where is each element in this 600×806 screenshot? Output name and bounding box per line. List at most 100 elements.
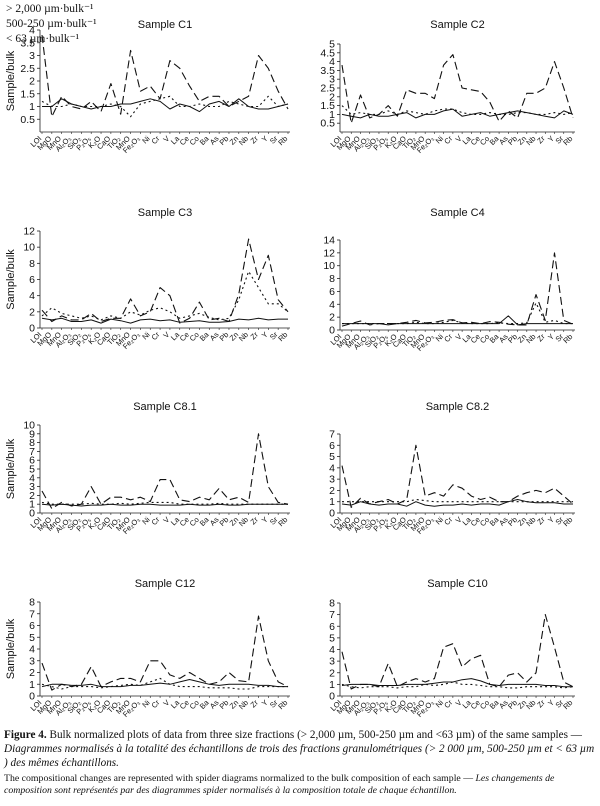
y-tick-label: 14 [323, 235, 335, 247]
x-tick-label: V [454, 134, 464, 144]
legend-item-coarse: > 2,000 µm·bulk⁻¹ [6, 3, 94, 15]
y-tick-label: 3 [29, 50, 35, 62]
chart-panel-4: Sample C402468101214LOIMgOMnOAl₂O₃SiO₂P₂… [323, 207, 575, 353]
chart-title: Sample C3 [138, 207, 192, 219]
y-tick-label: 0 [329, 691, 335, 703]
y-tick-label: 0.5 [320, 118, 335, 130]
series-line-dash [41, 433, 289, 510]
x-tick-label: Rb [561, 332, 574, 345]
x-tick-label: Ni [434, 332, 446, 344]
y-tick-label: 0 [329, 508, 335, 520]
y-tick-label: 4 [29, 25, 35, 37]
x-tick-label: Cr [442, 515, 454, 527]
figure-caption: Figure 4. Bulk normalized plots of data … [4, 728, 596, 797]
y-tick-label: 5 [329, 451, 335, 463]
x-tick-label: Y [260, 330, 270, 340]
series-line-dash [41, 35, 289, 118]
y-tick-label: 2 [29, 306, 35, 318]
x-tick-label: V [454, 698, 464, 708]
series-line-dash [41, 238, 289, 324]
series-line-dash [341, 444, 574, 508]
y-tick-label: 1 [329, 679, 335, 691]
y-tick-label: 3.5 [20, 37, 35, 49]
y-tick-label: 1 [29, 679, 35, 691]
series-line-solid [42, 98, 289, 113]
y-tick-label: 0.5 [20, 114, 35, 126]
y-tick-label: 2 [329, 91, 335, 103]
x-tick-label: Rb [276, 698, 289, 711]
chart-panel-5: Sample C8.1Sample/bulk012345678910LOIMgO… [5, 401, 290, 536]
x-tick-label: Ni [140, 515, 152, 527]
y-tick-label: 8 [29, 437, 35, 449]
series-line-dot [41, 677, 288, 690]
x-tick-label: Cr [150, 515, 162, 527]
y-tick-label: 1 [29, 101, 35, 113]
x-tick-label: Rb [276, 134, 289, 147]
series-line-dot [41, 270, 289, 321]
caption-text-en: Bulk normalized plots of data from three… [49, 729, 582, 741]
legend: > 2,000 µm·bulk⁻¹ 500-250 µm·bulk⁻¹ < 63… [6, 2, 97, 47]
series-line-dash [341, 54, 574, 124]
chart-title: Sample C1 [138, 19, 192, 31]
chart-panel-7: Sample C12Sample/bulk012345678LOIMgOMnOA… [5, 578, 290, 719]
y-tick-label: 3 [329, 656, 335, 668]
chart-title: Sample C4 [430, 207, 484, 219]
x-tick-label: Ni [140, 698, 152, 710]
chart-panel-3: Sample C3Sample/bulk024681012LOIMgOMnOAl… [5, 207, 290, 351]
y-tick-label: 2.5 [320, 83, 335, 95]
y-tick-label: 3 [29, 655, 35, 667]
series-line-solid [41, 679, 288, 688]
x-tick-label: Nb [237, 515, 250, 528]
y-tick-label: 2 [329, 312, 335, 324]
chart-title: Sample C2 [430, 19, 484, 31]
y-tick-label: 5 [329, 632, 335, 644]
y-tick-label: 6 [329, 286, 335, 298]
x-tick-label: Cr [442, 698, 454, 710]
x-tick-label: Y [260, 515, 270, 525]
y-tick-label: 1.5 [20, 88, 35, 100]
x-tick-label: Rb [561, 698, 574, 711]
x-tick-label: Cr [150, 698, 162, 710]
x-tick-label: Cr [442, 332, 454, 344]
y-tick-label: 1 [29, 499, 35, 511]
series-line-dot [341, 681, 574, 689]
x-tick-label: Y [546, 332, 556, 342]
y-tick-label: 1.5 [320, 100, 335, 112]
legend-item-fine: < 63 µm·bulk⁻¹ [6, 33, 80, 45]
series-line-dot [41, 95, 289, 118]
x-tick-label: V [161, 330, 171, 340]
y-tick-label: 8 [29, 597, 35, 609]
y-tick-label: 4 [29, 290, 35, 302]
y-tick-label: 0 [329, 325, 335, 337]
x-tick-label: Cr [442, 134, 454, 146]
legend-item-medium: 500-250 µm·bulk⁻¹ [6, 18, 97, 30]
x-tick-label: Ni [434, 698, 446, 710]
series-line-solid [341, 678, 573, 688]
x-tick-label: Zr [535, 698, 547, 710]
chart-panel-2: Sample C20.511.522.533.544.55LOIMgOMnOAl… [320, 19, 575, 155]
y-tick-label: 10 [23, 420, 35, 432]
y-tick-label: 7 [29, 608, 35, 620]
chart-panel-6: Sample C8.201234567LOIMgOMnOAl₂O₃SiO₂P₂O… [328, 401, 575, 536]
y-tick-label: 6 [29, 620, 35, 632]
caption-label: Figure 4. [4, 729, 47, 741]
series-line-solid [341, 499, 573, 507]
y-tick-label: 2 [329, 485, 335, 497]
chart-panel-8: Sample C10012345678LOIMgOMnOAl₂O₃SiO₂P₂O… [328, 578, 575, 719]
series-line-dash [341, 614, 574, 690]
series-line-dash [41, 615, 289, 691]
x-tick-label: Y [260, 134, 270, 144]
x-tick-label: Zr [249, 515, 261, 527]
y-tick-label: 1 [329, 496, 335, 508]
y-axis-label: Sample/bulk [5, 438, 17, 499]
y-tick-label: 2 [29, 667, 35, 679]
y-tick-label: 0 [29, 691, 35, 703]
caption-note-fr: Les changements de composition sont repr… [4, 773, 555, 796]
x-tick-label: Ni [140, 330, 152, 342]
chart-title: Sample C8.2 [426, 401, 490, 413]
y-tick-label: 6 [29, 455, 35, 467]
y-tick-label: 3 [329, 474, 335, 486]
y-tick-label: 3.5 [320, 65, 335, 77]
y-tick-label: 7 [329, 429, 335, 441]
x-tick-label: V [161, 515, 171, 525]
